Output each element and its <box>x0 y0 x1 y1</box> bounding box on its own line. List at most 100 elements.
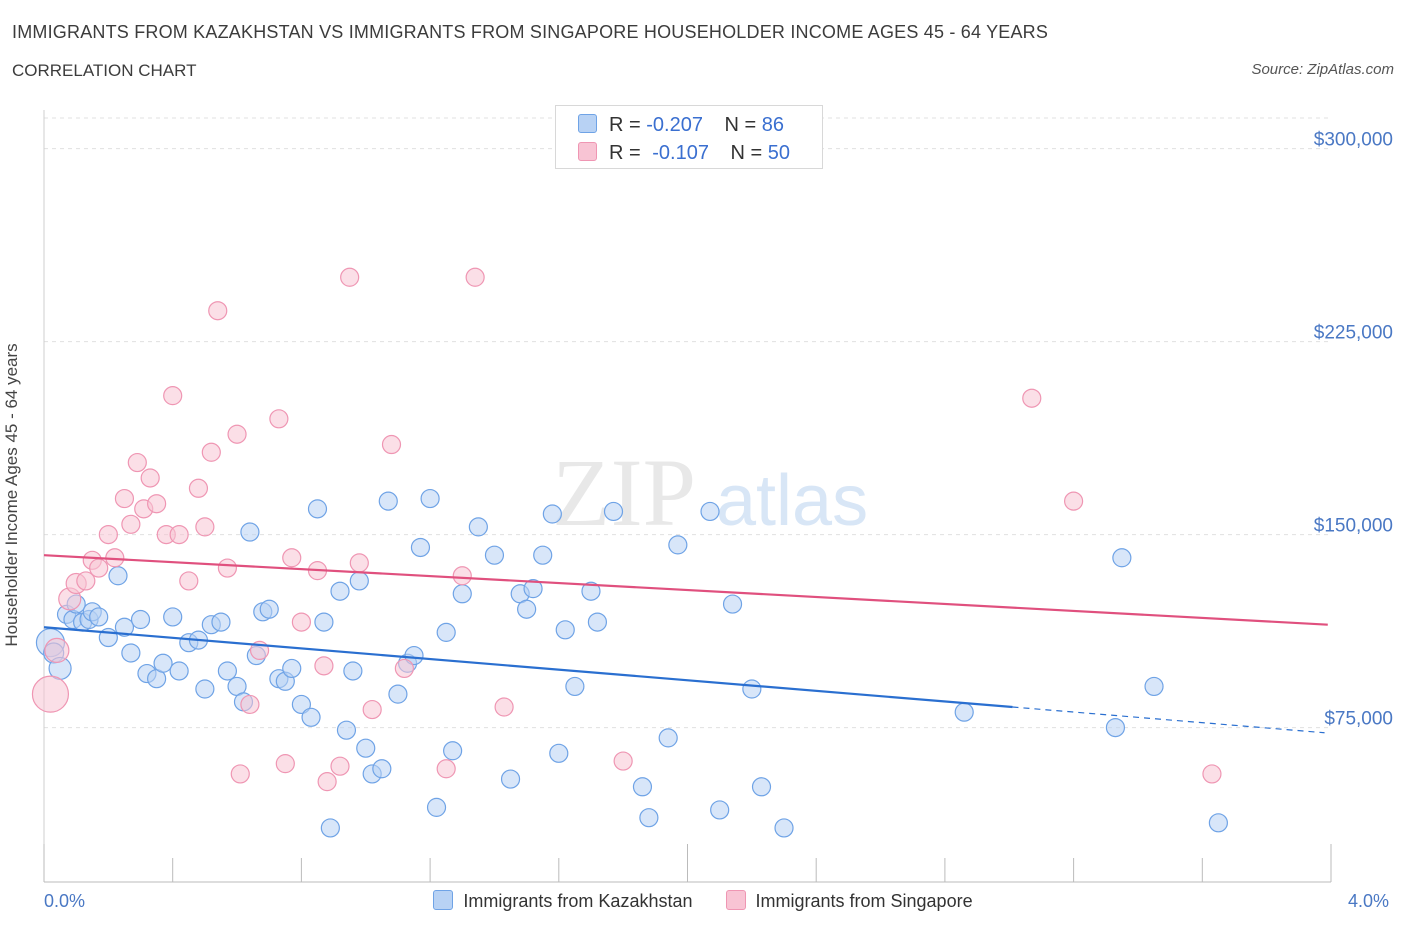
point-singapore <box>230 764 250 784</box>
legend-n-value: 86 <box>761 114 785 136</box>
x-tick-label-right: 4.0% <box>1348 891 1390 911</box>
point-kazakhstan <box>240 522 260 542</box>
point-kazakhstan <box>420 488 440 509</box>
legend-r-value: -0.207 <box>646 114 703 136</box>
point-kazakhstan <box>452 584 472 604</box>
point-singapore <box>381 434 402 455</box>
series-legend-singapore: Immigrants from Singapore <box>725 890 973 912</box>
point-kazakhstan <box>700 501 720 522</box>
point-kazakhstan <box>259 599 279 619</box>
point-kazakhstan <box>542 504 562 524</box>
point-singapore <box>98 524 118 545</box>
point-kazakhstan <box>343 661 363 681</box>
point-kazakhstan <box>603 501 624 522</box>
point-singapore <box>317 772 337 792</box>
point-singapore <box>169 524 189 545</box>
correlation-legend: R = -0.207 N = 86 R = -0.107 N = 50 <box>555 105 823 169</box>
series-name-singapore: Immigrants from Singapore <box>755 891 973 911</box>
point-kazakhstan <box>632 777 653 797</box>
point-singapore <box>147 494 167 514</box>
point-singapore <box>217 558 237 578</box>
point-kazakhstan <box>153 653 173 673</box>
point-kazakhstan <box>1105 717 1126 738</box>
point-singapore <box>76 571 96 591</box>
point-kazakhstan <box>722 594 743 614</box>
point-singapore <box>494 697 514 717</box>
point-singapore <box>127 452 147 473</box>
point-singapore <box>613 751 633 771</box>
point-singapore <box>195 517 215 537</box>
legend-n-label: N = <box>730 142 763 164</box>
legend-n-label: N = <box>724 114 757 136</box>
point-singapore <box>269 409 289 429</box>
point-kazakhstan <box>211 612 231 632</box>
point-singapore <box>1063 491 1084 511</box>
point-kazakhstan <box>114 617 135 637</box>
legend-n-value: 50 <box>767 142 791 164</box>
point-kazakhstan <box>426 797 447 817</box>
point-kazakhstan <box>217 661 237 681</box>
point-kazakhstan <box>555 620 575 640</box>
point-kazakhstan <box>500 769 521 789</box>
chart-subtitle: CORRELATION CHART <box>12 61 197 80</box>
point-singapore <box>1202 764 1222 784</box>
point-kazakhstan <box>388 684 408 704</box>
x-tick-label-left: 0.0% <box>44 891 86 911</box>
point-kazakhstan <box>639 808 659 828</box>
series-legend: Immigrants from Kazakhstan Immigrants fr… <box>0 890 1406 912</box>
point-kazakhstan <box>517 599 537 619</box>
point-kazakhstan <box>587 612 608 632</box>
point-singapore <box>163 386 183 406</box>
source-credit: Source: ZipAtlas.com <box>1251 61 1394 78</box>
point-kazakhstan <box>565 676 585 697</box>
chart-title: IMMIGRANTS FROM KAZAKHSTAN VS IMMIGRANTS… <box>12 22 1049 42</box>
point-kazakhstan <box>195 679 215 699</box>
series-swatch-kazakhstan <box>433 890 454 910</box>
point-singapore <box>349 553 369 573</box>
point-kazakhstan <box>484 545 505 565</box>
point-singapore <box>291 612 311 632</box>
series-swatch-singapore <box>725 890 746 910</box>
y-tick-label: $300,000 <box>1314 130 1393 151</box>
point-kazakhstan <box>378 491 398 511</box>
point-kazakhstan <box>751 777 772 797</box>
point-kazakhstan <box>163 607 183 627</box>
point-singapore <box>114 488 135 509</box>
y-tick-label: $225,000 <box>1314 323 1393 344</box>
point-singapore <box>340 267 360 287</box>
point-kazakhstan <box>658 728 678 748</box>
point-kazakhstan <box>356 738 376 758</box>
point-singapore <box>1022 388 1042 408</box>
point-kazakhstan <box>468 517 488 537</box>
legend-swatch-singapore <box>578 142 597 161</box>
point-kazakhstan <box>581 581 601 601</box>
point-kazakhstan <box>130 609 151 630</box>
point-singapore <box>208 301 228 321</box>
point-kazakhstan <box>1112 548 1132 568</box>
point-kazakhstan <box>301 707 321 727</box>
legend-r-value: -0.107 <box>652 142 709 164</box>
point-singapore <box>314 656 334 676</box>
point-singapore <box>44 637 70 664</box>
point-kazakhstan <box>549 743 569 763</box>
point-kazakhstan <box>330 581 350 601</box>
point-singapore <box>465 267 485 287</box>
point-singapore <box>282 548 302 568</box>
series-legend-kazakhstan: Immigrants from Kazakhstan <box>433 890 692 912</box>
series-name-kazakhstan: Immigrants from Kazakhstan <box>463 891 693 911</box>
point-singapore <box>394 658 414 679</box>
point-kazakhstan <box>291 694 311 715</box>
point-kazakhstan <box>954 702 974 722</box>
point-kazakhstan <box>1208 813 1228 833</box>
trend-line-singapore <box>43 554 1328 626</box>
point-kazakhstan <box>336 720 357 740</box>
y-tick-label: $150,000 <box>1314 516 1393 537</box>
point-kazakhstan <box>410 537 431 558</box>
trend-line-kazakhstan-extension <box>1012 706 1325 734</box>
point-singapore <box>452 566 472 586</box>
legend-r-label: R = <box>609 142 641 164</box>
y-axis-label: Householder Income Ages 45 - 64 years <box>2 343 21 647</box>
point-singapore <box>201 442 221 462</box>
point-singapore <box>31 675 70 713</box>
point-kazakhstan <box>89 607 109 627</box>
